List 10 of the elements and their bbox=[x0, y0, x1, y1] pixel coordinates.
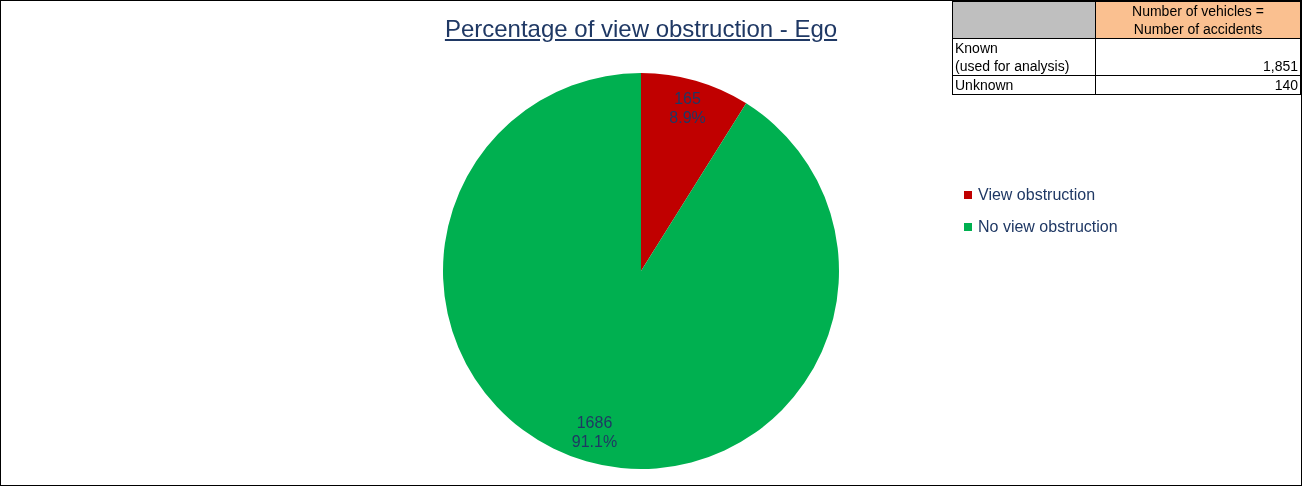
chart-title: Percentage of view obstruction - Ego bbox=[444, 15, 838, 42]
legend-label: No view obstruction bbox=[978, 218, 1118, 236]
text: 1,851 bbox=[1095, 38, 1301, 76]
data-label: 165 8.9% bbox=[669, 90, 706, 127]
text: Number of vehicles = Number of accidents bbox=[1095, 1, 1301, 39]
text: Known (used for analysis) bbox=[952, 38, 1096, 76]
text: 140 bbox=[1095, 75, 1301, 95]
data-label: 1686 91.1% bbox=[571, 413, 618, 450]
text: Unknown bbox=[952, 75, 1096, 95]
legend-label: View obstruction bbox=[978, 186, 1096, 204]
